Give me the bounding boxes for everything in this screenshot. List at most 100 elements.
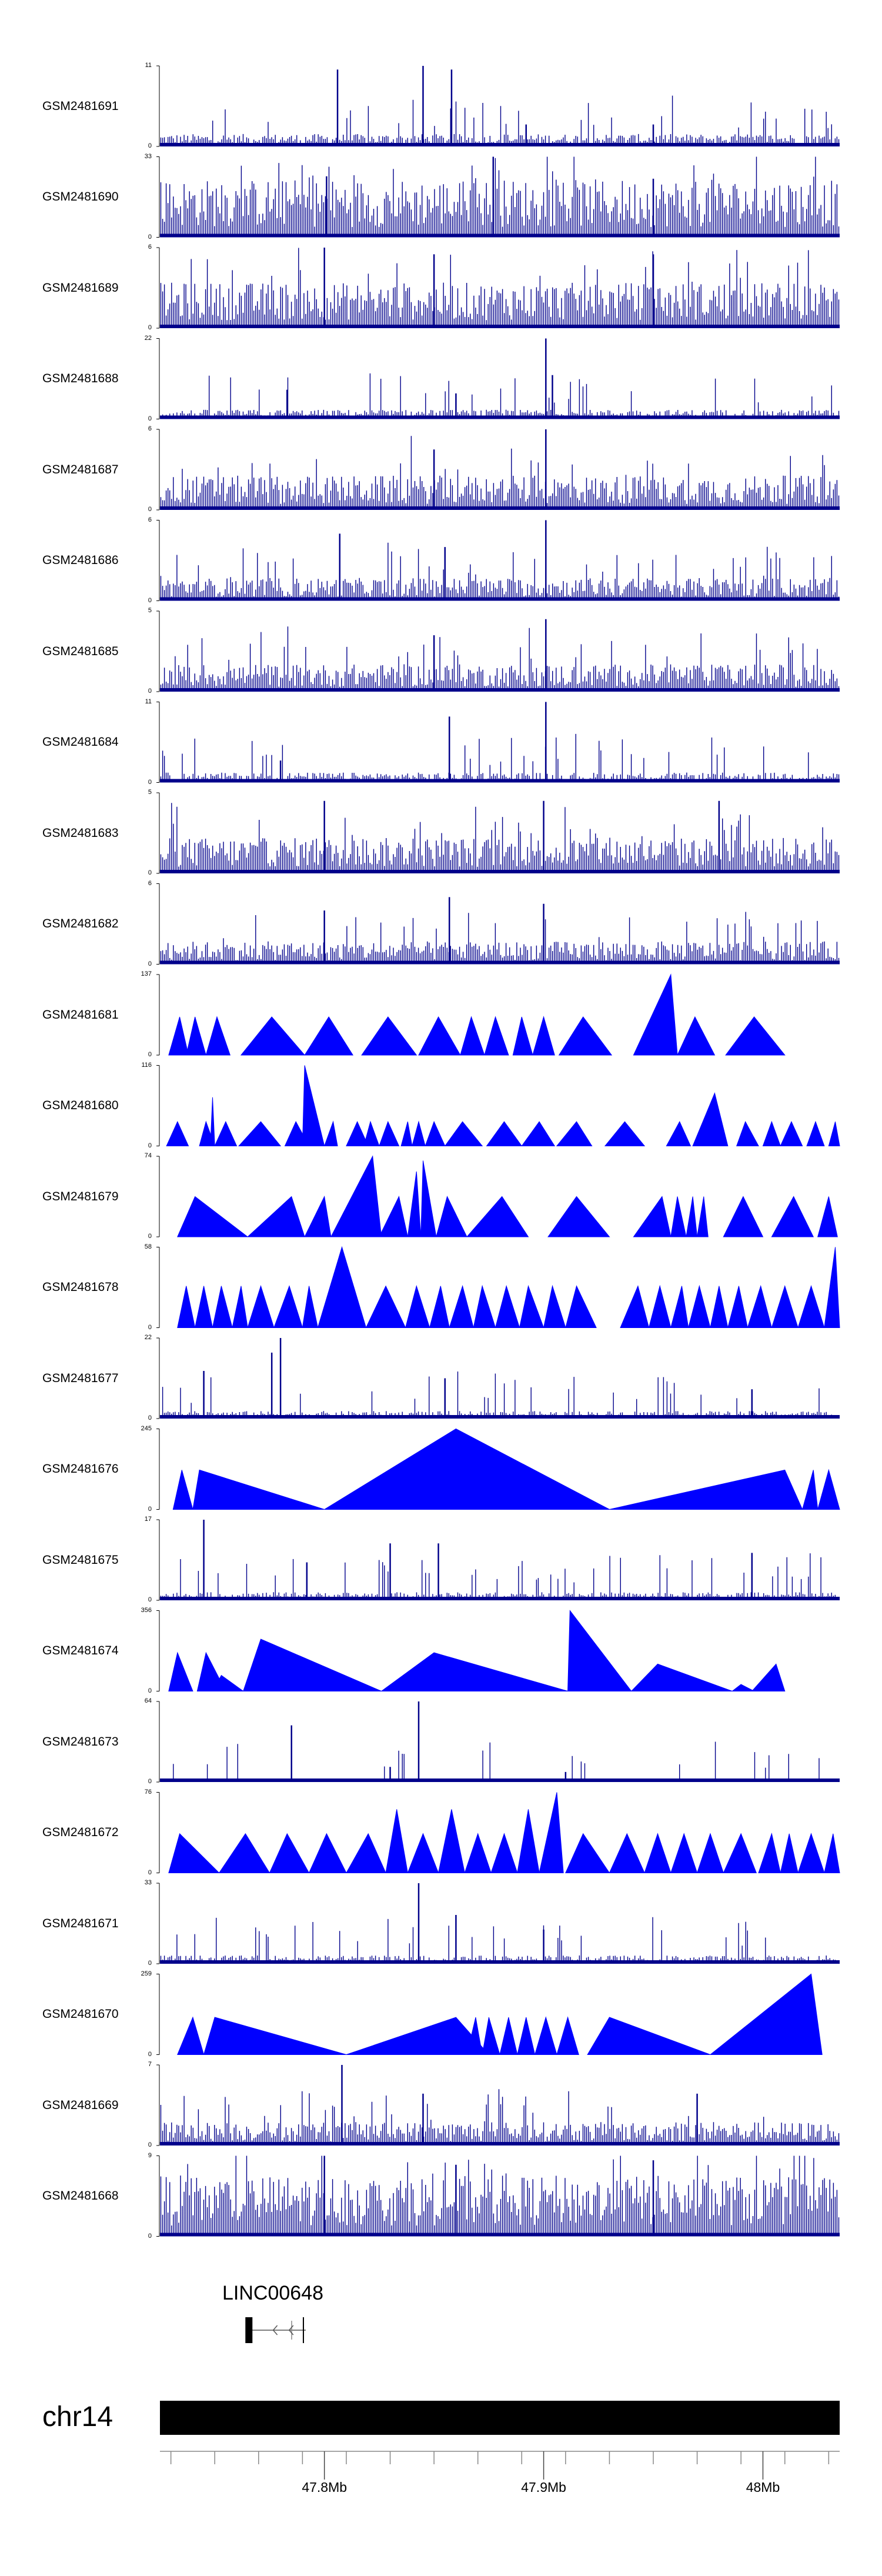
peak-triangle — [464, 1833, 492, 1873]
peak-triangle — [302, 1286, 319, 1328]
peak-triangle — [407, 1171, 422, 1237]
peak-triangle — [688, 1284, 711, 1328]
signal-bars — [160, 1917, 840, 1964]
peak-triangle — [308, 1833, 347, 1873]
x-tick-label: 47.8Mb — [302, 2480, 348, 2495]
y-tick-min: 0 — [148, 1142, 152, 1149]
peak-triangle — [521, 1121, 556, 1146]
peak-triangle — [824, 1833, 840, 1873]
peak-triangle — [240, 1016, 306, 1056]
y-tick-max: 245 — [141, 1424, 152, 1432]
peak-triangle — [210, 1097, 215, 1146]
strand-arrow — [272, 2325, 278, 2335]
peak-triangle — [304, 1195, 332, 1237]
x-tick-label: 47.9Mb — [521, 2480, 566, 2495]
peak-triangle — [168, 1016, 189, 1056]
peak-triangle — [751, 1663, 786, 1691]
peak-triangle — [648, 1284, 671, 1328]
signal-bars — [160, 733, 840, 783]
peak-triangle — [218, 1833, 270, 1873]
peak-triangle — [709, 1973, 823, 2055]
peak-triangle — [195, 1286, 213, 1328]
y-tick-min: 0 — [148, 869, 152, 876]
peak-triangle — [644, 1833, 671, 1873]
track-label: GSM2481688 — [42, 372, 119, 385]
peak-triangle — [302, 1065, 325, 1146]
y-tick-min: 0 — [148, 778, 152, 786]
signal-baseline — [160, 597, 840, 601]
track-label: GSM2481677 — [42, 1371, 119, 1385]
y-tick-max: 74 — [144, 1152, 152, 1159]
peak-triangle — [172, 1470, 193, 1510]
peak-triangle — [346, 1120, 369, 1146]
track-label: GSM2481682 — [42, 917, 119, 930]
signal-bars — [160, 1741, 840, 1782]
y-tick-min: 0 — [148, 1596, 152, 1603]
signal-bars — [160, 2089, 840, 2145]
y-tick-min: 0 — [148, 596, 152, 604]
peak-triangle — [317, 1246, 367, 1328]
peak-triangle — [323, 1428, 610, 1510]
signal-baseline — [160, 143, 840, 146]
signal-baseline — [160, 779, 840, 783]
peak-triangle — [747, 1284, 773, 1328]
peak-triangle — [243, 1639, 382, 1691]
signal-baseline — [160, 1597, 840, 1600]
y-tick-min: 0 — [148, 1323, 152, 1331]
signal-baseline — [160, 960, 840, 965]
peak-triangle — [203, 2017, 347, 2055]
signal-baseline — [160, 2142, 840, 2145]
peak-triangle — [214, 1120, 238, 1146]
y-tick-min: 0 — [148, 233, 152, 241]
peak-triangle — [512, 1016, 533, 1056]
signal-bars — [160, 436, 840, 510]
peak-triangle — [444, 1121, 483, 1146]
peak-triangle — [771, 1196, 814, 1237]
signal-bars — [160, 542, 840, 601]
y-tick-max: 76 — [144, 1788, 152, 1796]
track-label: GSM2481681 — [42, 1007, 119, 1022]
y-tick-max: 22 — [144, 1334, 152, 1341]
signal-baseline — [160, 688, 840, 692]
peak-triangle — [666, 1121, 691, 1146]
y-tick-max: 58 — [144, 1243, 152, 1250]
signal-baseline — [160, 233, 840, 238]
peak-triangle — [620, 1285, 650, 1328]
peak-triangle — [723, 1833, 757, 1873]
y-tick-max: 33 — [144, 1879, 152, 1886]
peak-triangle — [436, 1196, 467, 1237]
peak-triangle — [490, 1833, 518, 1873]
peak-triangle — [166, 1120, 189, 1146]
y-tick-max: 9 — [148, 2151, 152, 2159]
peak-triangle — [186, 1016, 206, 1056]
peak-triangle — [407, 1833, 439, 1873]
peak-triangle — [212, 1286, 233, 1328]
peak-triangle — [269, 1833, 310, 1873]
peak-triangle — [379, 1195, 409, 1237]
peak-triangle — [633, 973, 678, 1056]
signal-baseline — [160, 325, 840, 328]
y-tick-max: 6 — [148, 243, 152, 251]
peak-triangle — [532, 1016, 555, 1056]
peak-triangle — [534, 2016, 557, 2055]
peak-triangle — [517, 1809, 540, 1873]
peak-triangle — [330, 1155, 382, 1237]
y-tick-max: 116 — [141, 1061, 152, 1069]
y-tick-min: 0 — [148, 2232, 152, 2240]
peak-triangle — [517, 2017, 536, 2055]
peak-triangle — [543, 1284, 566, 1328]
peak-triangle — [780, 1833, 799, 1873]
signal-bars — [160, 373, 840, 419]
signal-bars — [160, 1553, 840, 1600]
peak-triangle — [412, 1120, 426, 1146]
peak-triangle — [686, 1196, 698, 1237]
peak-triangle — [380, 1652, 568, 1691]
peak-triangle — [484, 1016, 509, 1056]
peak-triangle — [192, 1469, 325, 1510]
y-tick-max: 6 — [148, 879, 152, 887]
x-tick-label: 48Mb — [746, 2480, 780, 2495]
peak-triangle — [828, 1122, 840, 1146]
peak-triangle — [495, 1284, 520, 1328]
peak-triangle — [797, 1284, 825, 1328]
y-tick-min: 0 — [148, 1505, 152, 1513]
